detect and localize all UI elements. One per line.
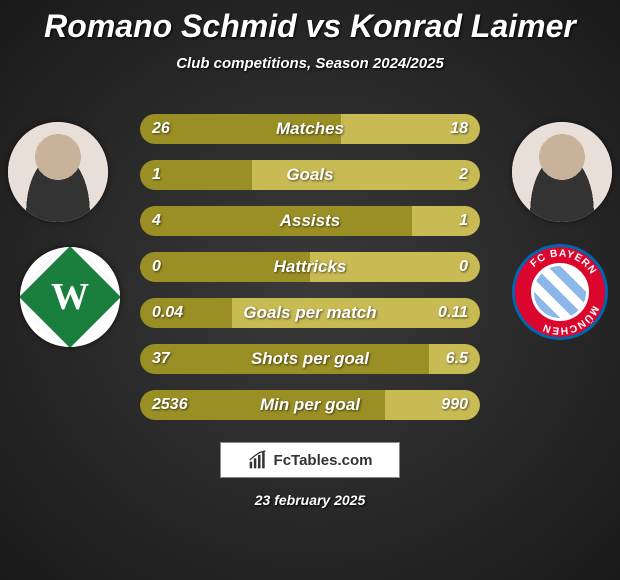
- stat-value-right: 990: [429, 390, 480, 420]
- comparison-main: W FC BAYERN MÜNCHEN Matches2618Goals12As…: [0, 102, 620, 442]
- avatar-placeholder-icon: [8, 122, 108, 222]
- stat-label: Goals: [140, 160, 480, 190]
- player2-club-crest: FC BAYERN MÜNCHEN: [510, 242, 610, 342]
- stat-row: Min per goal2536990: [140, 390, 480, 420]
- branding-text: FcTables.com: [274, 452, 373, 469]
- stat-row: Matches26 18: [140, 114, 480, 144]
- stat-value-left: 2536: [140, 390, 200, 420]
- subtitle: Club competitions, Season 2024/2025: [0, 55, 620, 72]
- stat-row: Assists4 1: [140, 206, 480, 236]
- branding-badge: FcTables.com: [220, 442, 400, 478]
- stat-label: Assists: [140, 206, 480, 236]
- title-player2: Konrad Laimer: [350, 8, 576, 44]
- stat-value-right: 2: [447, 160, 480, 190]
- title-player1: Romano Schmid: [44, 8, 296, 44]
- stat-value-right: 0: [447, 252, 480, 282]
- svg-text:FC BAYERN: FC BAYERN: [529, 248, 599, 277]
- werder-bremen-icon: W: [30, 251, 110, 343]
- player2-avatar: [512, 122, 612, 222]
- bayern-ring-text-icon: FC BAYERN MÜNCHEN: [515, 247, 605, 337]
- player1-avatar: [8, 122, 108, 222]
- stat-row: Goals per match0.040.11: [140, 298, 480, 328]
- stat-value-left: 0.04: [140, 298, 195, 328]
- stat-value-right: 0.11: [426, 298, 480, 328]
- chart-icon: [248, 450, 268, 470]
- stat-value-left: 4: [140, 206, 173, 236]
- stat-label: Matches: [140, 114, 480, 144]
- stat-label: Hattricks: [140, 252, 480, 282]
- stat-value-left: 26: [140, 114, 182, 144]
- comparison-title: Romano Schmid vs Konrad Laimer: [0, 0, 620, 45]
- stat-value-left: 37: [140, 344, 182, 374]
- stat-value-right: 1: [447, 206, 480, 236]
- bayern-munich-icon: FC BAYERN MÜNCHEN: [512, 244, 608, 340]
- svg-text:MÜNCHEN: MÜNCHEN: [541, 304, 600, 336]
- stat-value-right: 18: [438, 114, 480, 144]
- player1-club-crest: W: [20, 247, 120, 347]
- stat-value-left: 1: [140, 160, 173, 190]
- stat-row: Shots per goal37 6.5: [140, 344, 480, 374]
- stat-row: Goals1 2: [140, 160, 480, 190]
- date-text: 23 february 2025: [0, 492, 620, 508]
- stat-value-left: 0: [140, 252, 173, 282]
- stat-label: Shots per goal: [140, 344, 480, 374]
- footer: FcTables.com 23 february 2025: [0, 442, 620, 508]
- stat-row: Hattricks0 0: [140, 252, 480, 282]
- avatar-placeholder-icon: [512, 122, 612, 222]
- stat-bars: Matches2618Goals12Assists41Hattricks00Go…: [140, 114, 480, 436]
- stat-value-right: 6.5: [434, 344, 480, 374]
- title-vs: vs: [306, 8, 342, 44]
